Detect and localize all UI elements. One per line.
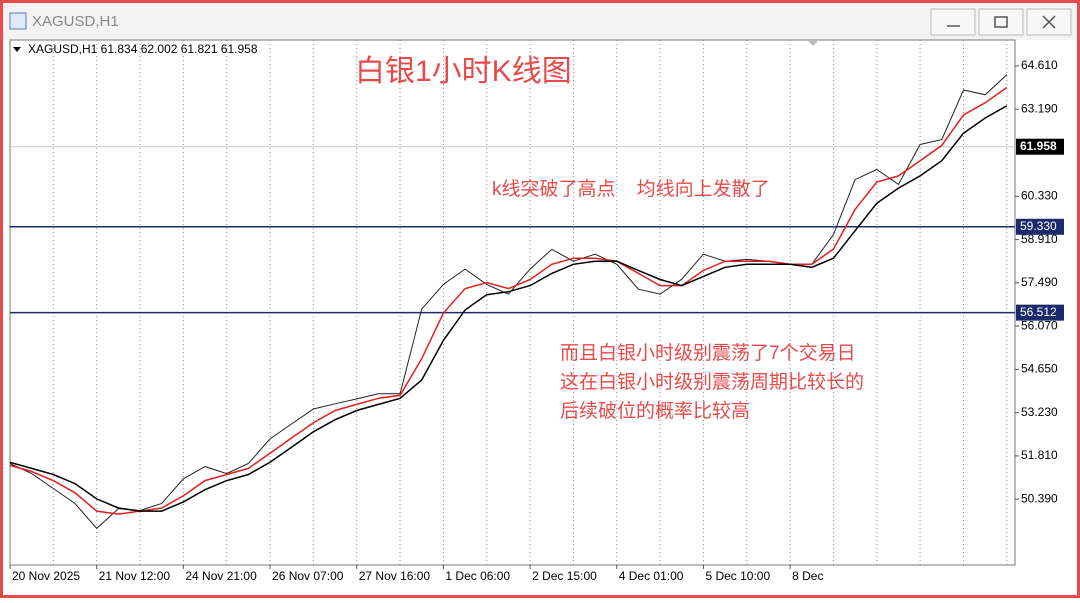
annotation: 后续破位的概率比较高 (560, 400, 750, 422)
price-label-bg (1016, 138, 1064, 155)
y-tick-label: 60.330 (1021, 188, 1058, 202)
y-tick-label: 58.910 (1021, 232, 1058, 246)
annotation: k线突破了高点 均线向上发散了 (492, 178, 770, 200)
price-label: 61.958 (1020, 139, 1057, 153)
series-line (9, 105, 1008, 512)
title-bar (3, 3, 1077, 40)
y-tick-label: 63.190 (1021, 101, 1058, 115)
x-tick-label: 4 Dec 01:00 (619, 569, 684, 583)
menu-arrow (13, 47, 21, 52)
x-tick-label: 8 Dec (792, 569, 823, 583)
x-tick-label: 26 Nov 07:00 (272, 569, 344, 583)
y-tick-label: 64.610 (1021, 58, 1058, 72)
chart-title: 白银1小时K线图 (355, 55, 572, 88)
annotation: 这在白银小时级别震荡周期比较长的 (560, 371, 864, 393)
annotation: 而且白银小时级别震荡了7个交易日 (560, 342, 856, 364)
y-tick-label: 53.230 (1021, 405, 1058, 419)
y-tick-label: 57.490 (1021, 275, 1058, 289)
window-title: XAGUSD,H1 (32, 13, 119, 30)
chart-info: XAGUSD,H1 61.834 62.002 61.821 61.958 (28, 42, 258, 56)
app-icon (9, 12, 27, 30)
x-tick-label: 5 Dec 10:00 (705, 569, 770, 583)
x-tick-label: 24 Nov 21:00 (185, 569, 257, 583)
y-tick-label: 50.390 (1021, 491, 1058, 505)
x-tick-label: 1 Dec 06:00 (445, 569, 510, 583)
level-label-bg (1016, 304, 1064, 321)
restore-button[interactable] (978, 8, 1024, 36)
level-label: 59.330 (1020, 219, 1057, 233)
level-label: 56.512 (1020, 305, 1057, 319)
x-tick-label: 20 Nov 2025 (12, 569, 80, 583)
plot-area (9, 39, 1016, 566)
x-tick-label: 27 Nov 16:00 (359, 569, 431, 583)
shift-marker (807, 40, 819, 46)
y-tick-label: 51.810 (1021, 448, 1058, 462)
level-label-bg (1016, 218, 1064, 235)
x-tick-label: 2 Dec 15:00 (532, 569, 597, 583)
x-tick-label: 21 Nov 12:00 (99, 569, 171, 583)
y-tick-label: 56.070 (1021, 318, 1058, 332)
close-icon (1042, 15, 1056, 29)
series-line (9, 74, 1008, 530)
series-line (9, 86, 1008, 515)
y-tick-label: 54.650 (1021, 362, 1058, 376)
minimize-button[interactable] (930, 8, 976, 36)
restore-icon (994, 16, 1008, 28)
